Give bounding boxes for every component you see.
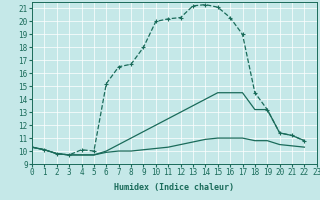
X-axis label: Humidex (Indice chaleur): Humidex (Indice chaleur) [115, 183, 234, 192]
